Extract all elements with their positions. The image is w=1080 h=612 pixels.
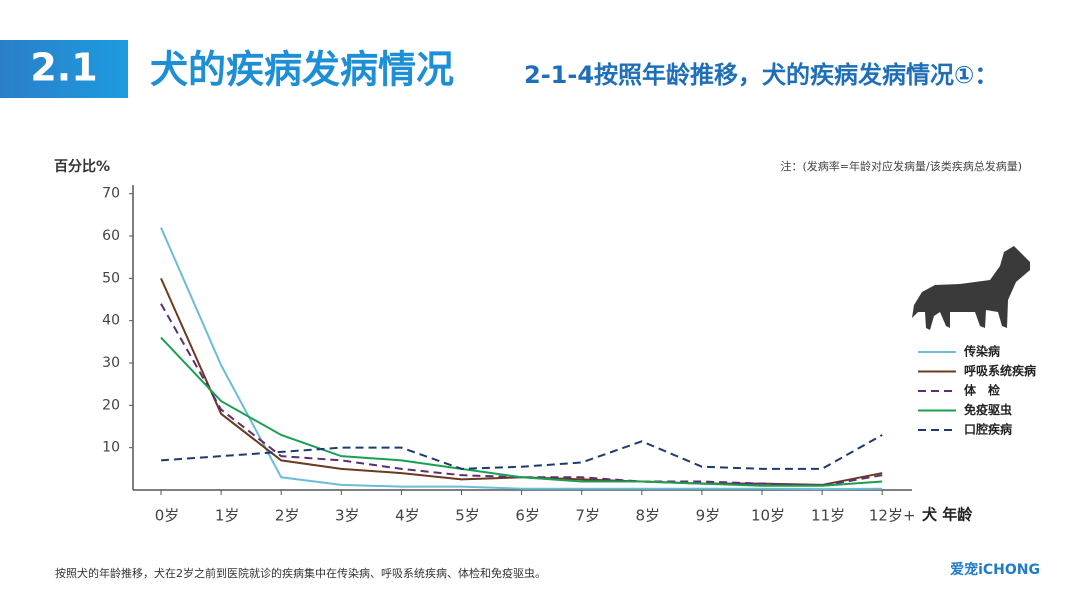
section-number: 2.1 bbox=[30, 46, 97, 90]
x-tick-label: 11岁 bbox=[811, 507, 845, 525]
x-tick-label: 8岁 bbox=[636, 507, 661, 525]
section-box bbox=[0, 40, 128, 98]
line bbox=[160, 227, 883, 491]
x-tick-label: 5岁 bbox=[455, 507, 480, 525]
annotation: 注：(发病率=年龄对应发病量/该类疾病总发病量) bbox=[780, 159, 1022, 173]
x-tick-label: 6岁 bbox=[515, 507, 540, 525]
logo: 爱宠iCHONG bbox=[950, 561, 1040, 578]
x-axis-label: 犬 年龄 bbox=[922, 506, 973, 524]
legend-label: 传染病 bbox=[963, 344, 1000, 359]
x-tick-label: 0岁 bbox=[155, 507, 180, 525]
y-tick-label: 60 bbox=[102, 228, 120, 244]
legend-label: 呼吸系统疾病 bbox=[964, 363, 1036, 378]
x-tick-label: 2岁 bbox=[275, 507, 300, 525]
x-tick-label: 3岁 bbox=[335, 507, 360, 525]
y-tick-label: 50 bbox=[102, 270, 120, 286]
legend-label: 免疫驱虫 bbox=[964, 402, 1012, 417]
y-tick-label: 30 bbox=[102, 355, 120, 371]
legend-label: 口腔疾病 bbox=[964, 422, 1012, 437]
y-tick-label: 10 bbox=[102, 440, 120, 456]
line bbox=[160, 303, 883, 487]
x-tick-label: 1岁 bbox=[215, 507, 240, 525]
footer-note: 按照犬的年龄推移，犬在2岁之前到医院就诊的疾病集中在传染病、呼吸系统疾病、体检和… bbox=[55, 566, 546, 580]
x-tick-label: 7岁 bbox=[575, 507, 600, 525]
slide-title: 犬的疾病发病情况 bbox=[150, 48, 454, 92]
x-tick-label: 10岁 bbox=[751, 507, 785, 525]
y-tick-label: 40 bbox=[102, 313, 120, 329]
x-tick-label: 4岁 bbox=[395, 507, 420, 525]
line bbox=[160, 434, 883, 470]
x-tick-label: 12岁+ bbox=[869, 507, 916, 525]
legend-label: 体 检 bbox=[964, 383, 1000, 398]
y-tick-label: 70 bbox=[102, 186, 120, 202]
line bbox=[160, 336, 883, 487]
y-axis-label: 百分比% bbox=[54, 158, 110, 175]
x-tick-label: 9岁 bbox=[696, 507, 721, 525]
y-tick-label: 20 bbox=[102, 397, 120, 413]
slide-subtitle: 2-1-4按照年龄推移，犬的疾病发病情况①： bbox=[524, 61, 998, 89]
dog-icon bbox=[912, 246, 1030, 330]
